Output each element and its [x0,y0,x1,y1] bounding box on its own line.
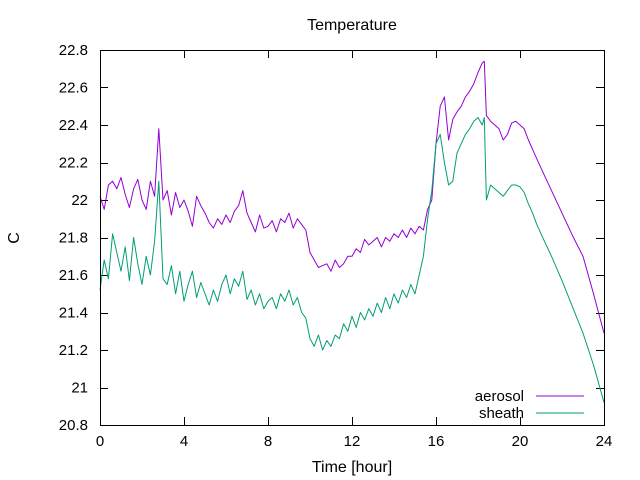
y-tick-label: 22 [71,192,88,209]
x-tick-label: 20 [512,433,529,450]
plot-frame [100,50,605,426]
x-axis-label: Time [hour] [312,459,392,476]
axis-ticks: 0 4 8 12 16 20 24 20.8 21 21.2 21.4 21.6 21.8 22 22.2 2… [59,42,613,450]
x-tick-label: 0 [96,433,104,450]
x-tick-label: 8 [264,433,272,450]
series-line-aerosol [99,60,605,334]
x-tick-label: 12 [344,433,361,450]
legend-label-sheath: sheath [479,405,524,422]
legend-label-aerosol: aerosol [475,388,524,405]
x-tick-label: 16 [428,433,445,450]
y-tick-label: 22.6 [59,80,88,97]
x-tick-label: 4 [180,433,188,450]
series-line-sheath [99,117,605,403]
y-tick-label: 21.4 [59,305,88,322]
y-tick-label: 21 [71,380,88,397]
y-tick-label: 22.4 [59,117,88,134]
data-series [99,60,605,403]
y-tick-label: 21.8 [59,230,88,247]
y-tick-label: 22.8 [59,42,88,59]
y-tick-label: 21.6 [59,267,88,284]
x-tick-label: 24 [596,433,613,450]
y-tick-label: 22.2 [59,155,88,172]
legend: aerosol sheath [475,388,584,422]
chart-title: Temperature [307,17,397,34]
y-tick-label: 21.2 [59,342,88,359]
y-axis-label: C [6,232,23,244]
y-tick-label: 20.8 [59,417,88,434]
